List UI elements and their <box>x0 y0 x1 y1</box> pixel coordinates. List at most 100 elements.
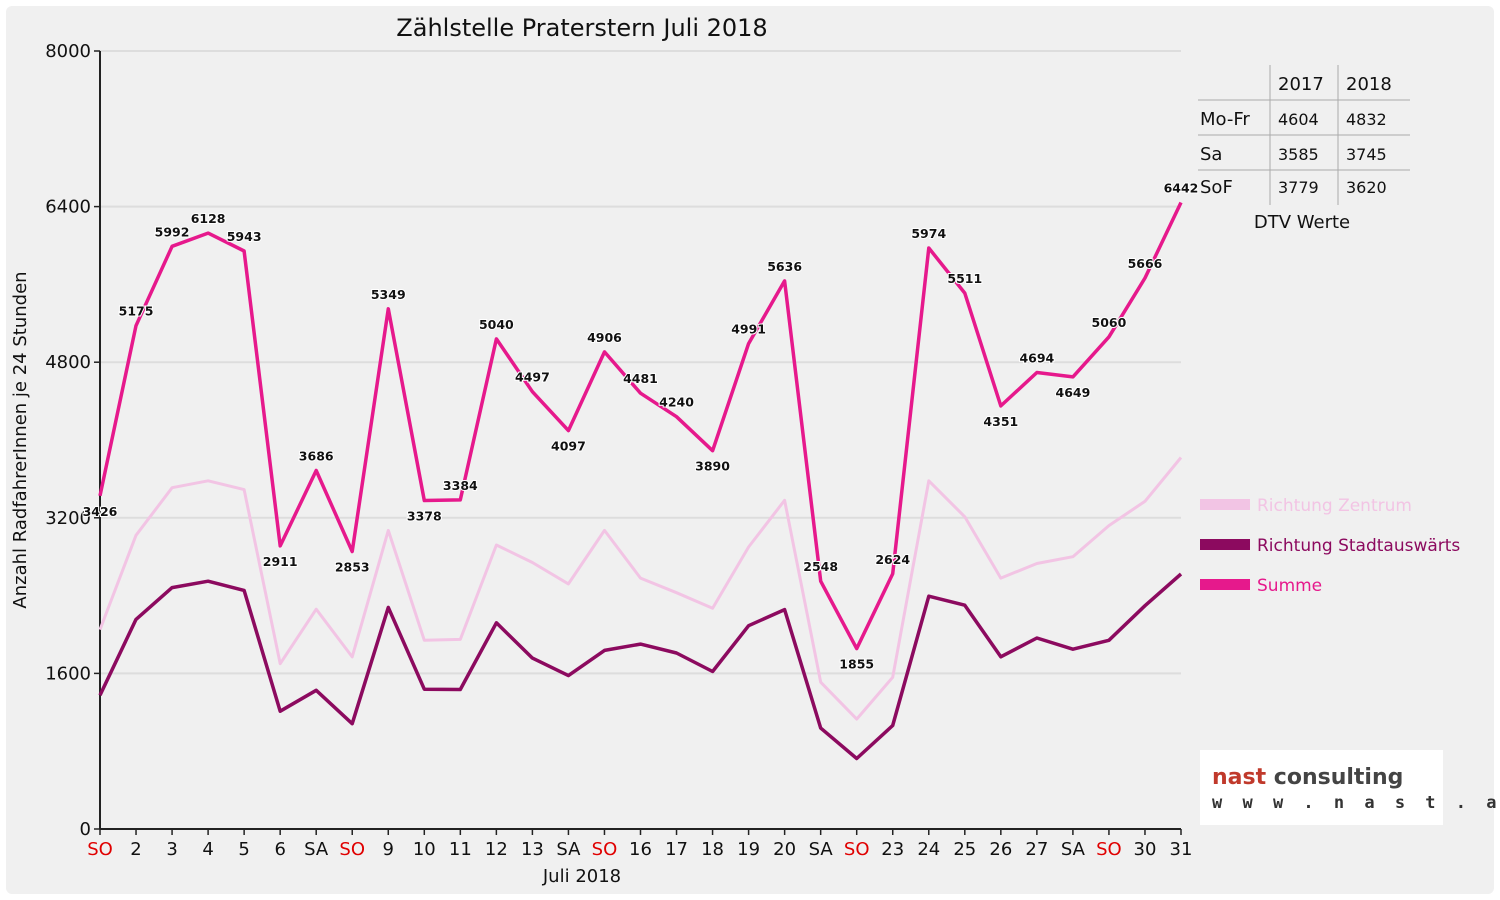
y-axis-label: Anzahl RadfahrerInnen je 24 Stunden <box>10 271 31 608</box>
legend-label-zentrum: Richtung Zentrum <box>1257 496 1412 516</box>
table-row-label: Sa <box>1200 144 1222 165</box>
logo-url: w w w . n a s t . a t <box>1212 793 1500 813</box>
x-tick-label: 12 <box>485 839 508 860</box>
y-tick-label: 1600 <box>45 663 91 684</box>
table-cell: 4604 <box>1278 110 1319 129</box>
y-tick-label: 3200 <box>45 508 91 529</box>
data-label: 4991 <box>731 322 766 337</box>
x-tick-label: 3 <box>166 839 177 860</box>
y-tick-label: 6400 <box>45 197 91 218</box>
data-label: 5943 <box>227 229 262 244</box>
data-label: 5666 <box>1128 256 1163 271</box>
data-label: 5175 <box>119 304 154 319</box>
x-axis-label: Juli 2018 <box>542 866 621 887</box>
data-label: 5060 <box>1092 315 1127 330</box>
table-cell: 3745 <box>1346 145 1387 164</box>
x-tick-label: 11 <box>449 839 472 860</box>
x-tick-label: SA <box>809 839 834 860</box>
y-tick-labels: 0 1600 3200 4800 6400 8000 <box>45 41 91 840</box>
data-label: 4481 <box>623 371 658 386</box>
data-label: 3890 <box>695 459 730 474</box>
x-tick-label: 16 <box>629 839 652 860</box>
data-label: 4351 <box>983 414 1018 429</box>
table-row-label: Mo-Fr <box>1200 109 1250 130</box>
legend-swatch-summe <box>1200 579 1250 590</box>
data-label: 4649 <box>1056 385 1091 400</box>
series-lines <box>98 201 1183 761</box>
data-label: 6128 <box>191 211 226 226</box>
data-label: 1855 <box>839 657 874 672</box>
x-tick-label: 6 <box>274 839 285 860</box>
x-tick-label: SA <box>556 839 581 860</box>
data-label: 4694 <box>1019 351 1054 366</box>
data-label: 6442 <box>1164 181 1199 196</box>
x-tick-label: 2 <box>130 839 141 860</box>
x-tick-label: SA <box>1061 839 1086 860</box>
logo-wordmark: nast consulting <box>1212 765 1403 790</box>
series-line-2 <box>98 572 1183 761</box>
x-tick-label: SO <box>592 839 618 860</box>
legend-label-summe: Summe <box>1257 576 1322 596</box>
y-tick-label: 0 <box>80 819 91 840</box>
y-tick-label: 4800 <box>45 352 91 373</box>
x-tick-label: SA <box>304 839 329 860</box>
data-label: 3384 <box>443 478 478 493</box>
chart-title: Zählstelle Praterstern Juli 2018 <box>396 14 767 42</box>
data-label: 2624 <box>875 552 910 567</box>
table-header-2018: 2018 <box>1346 74 1392 95</box>
data-label: 2548 <box>803 559 838 574</box>
x-tick-label: 9 <box>383 839 394 860</box>
table-row-label: SoF <box>1200 177 1233 198</box>
x-tick-label: 4 <box>202 839 213 860</box>
x-tick-label: 20 <box>773 839 796 860</box>
data-label: 2911 <box>263 554 298 569</box>
x-tick-label: SO <box>1096 839 1122 860</box>
legend-swatch-stadtauswaerts <box>1200 539 1250 550</box>
legend: Richtung Zentrum Richtung Stadtauswärts … <box>1200 496 1460 596</box>
x-tick-label: SO <box>844 839 870 860</box>
x-tick-label: 5 <box>238 839 249 860</box>
legend-label-stadtauswaerts: Richtung Stadtauswärts <box>1257 536 1460 556</box>
grid <box>100 50 1181 675</box>
table-cell: 3585 <box>1278 145 1319 164</box>
data-label: 4906 <box>587 330 622 345</box>
x-tick-label: 30 <box>1134 839 1157 860</box>
data-label: 4097 <box>551 439 586 454</box>
data-label: 3378 <box>407 508 442 523</box>
data-label: 2853 <box>335 560 370 575</box>
series-line-3 <box>98 201 1183 651</box>
legend-swatch-zentrum <box>1200 499 1250 510</box>
dtv-table: 2017 2018 Mo-Fr 4604 4832 Sa 3585 3745 S… <box>1198 65 1410 233</box>
x-tick-label: 18 <box>701 839 724 860</box>
table-cell: 3779 <box>1278 178 1319 197</box>
data-label: 5636 <box>767 259 802 274</box>
table-caption: DTV Werte <box>1254 212 1350 233</box>
series-line-1 <box>98 456 1183 721</box>
table-cell: 4832 <box>1346 110 1387 129</box>
data-label: 5040 <box>479 317 514 332</box>
x-tick-label: 23 <box>881 839 904 860</box>
data-label: 3686 <box>299 449 334 464</box>
data-label: 4497 <box>515 370 550 385</box>
data-label: 5511 <box>947 271 982 286</box>
nast-logo: nast consulting w w w . n a s t . a t <box>1200 750 1500 825</box>
chart-panel <box>6 6 1494 894</box>
data-label: 5349 <box>371 287 406 302</box>
table-header-2017: 2017 <box>1278 74 1324 95</box>
x-tick-label: 17 <box>665 839 688 860</box>
x-tick-label: 13 <box>521 839 544 860</box>
x-tick-labels: SO 2 3 4 5 6 SA SO 9 10 11 12 13 SA SO 16 17 18 19 20 SA SO 23… <box>87 839 1192 860</box>
table-cell: 3620 <box>1346 178 1387 197</box>
x-tick-label: 31 <box>1170 839 1193 860</box>
data-label: 4240 <box>659 395 694 410</box>
x-tick-label: 19 <box>737 839 760 860</box>
data-label: 5992 <box>155 224 190 239</box>
x-tick-label: 26 <box>989 839 1012 860</box>
y-tick-label: 8000 <box>45 41 91 62</box>
axes <box>94 50 1182 835</box>
x-tick-label: SO <box>339 839 365 860</box>
data-label: 5974 <box>911 226 946 241</box>
x-tick-label: SO <box>87 839 113 860</box>
logo-box <box>1200 750 1443 825</box>
